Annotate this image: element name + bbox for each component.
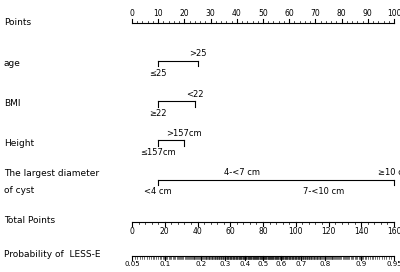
Text: 0: 0 <box>130 9 134 18</box>
Text: 160: 160 <box>387 227 400 236</box>
Text: 60: 60 <box>225 227 235 236</box>
Text: 40: 40 <box>193 227 202 236</box>
Text: 0.4: 0.4 <box>239 261 250 267</box>
Text: 10: 10 <box>153 9 163 18</box>
Text: 80: 80 <box>337 9 346 18</box>
Text: 20: 20 <box>180 9 189 18</box>
Text: 80: 80 <box>258 227 268 236</box>
Text: 0.3: 0.3 <box>220 261 231 267</box>
Text: 7-<10 cm: 7-<10 cm <box>303 187 344 196</box>
Text: 0.05: 0.05 <box>124 261 140 267</box>
Text: age: age <box>4 59 21 68</box>
Text: 0: 0 <box>130 227 134 236</box>
Text: 140: 140 <box>354 227 368 236</box>
Text: BMI: BMI <box>4 99 20 109</box>
Text: 70: 70 <box>310 9 320 18</box>
Text: The largest diameter: The largest diameter <box>4 169 99 178</box>
Text: 4-<7 cm: 4-<7 cm <box>224 168 260 177</box>
Text: ≤157cm: ≤157cm <box>140 148 176 157</box>
Text: <4 cm: <4 cm <box>144 187 172 196</box>
Text: 0.9: 0.9 <box>355 261 366 267</box>
Text: of cyst: of cyst <box>4 186 34 195</box>
Text: Height: Height <box>4 139 34 148</box>
Text: Points: Points <box>4 18 31 27</box>
Text: 40: 40 <box>232 9 242 18</box>
Text: 120: 120 <box>321 227 336 236</box>
Text: 0.1: 0.1 <box>160 261 171 267</box>
Text: ≥22: ≥22 <box>150 109 167 118</box>
Text: ≥10 cm: ≥10 cm <box>378 168 400 177</box>
Text: >157cm: >157cm <box>166 129 202 138</box>
Text: 0.6: 0.6 <box>276 261 287 267</box>
Text: 50: 50 <box>258 9 268 18</box>
Text: 0.5: 0.5 <box>258 261 268 267</box>
Text: 0.95: 0.95 <box>386 261 400 267</box>
Text: 100: 100 <box>288 227 303 236</box>
Text: 20: 20 <box>160 227 170 236</box>
Text: 30: 30 <box>206 9 216 18</box>
Text: <22: <22 <box>186 90 204 99</box>
Text: 0.7: 0.7 <box>295 261 306 267</box>
Text: 90: 90 <box>363 9 373 18</box>
Text: Total Points: Total Points <box>4 216 55 225</box>
Text: Probability of  LESS-E: Probability of LESS-E <box>4 250 100 259</box>
Text: 0.2: 0.2 <box>196 261 207 267</box>
Text: ≤25: ≤25 <box>150 69 167 78</box>
Text: >25: >25 <box>189 49 206 58</box>
Text: 0.8: 0.8 <box>319 261 330 267</box>
Text: 100: 100 <box>387 9 400 18</box>
Text: 60: 60 <box>284 9 294 18</box>
